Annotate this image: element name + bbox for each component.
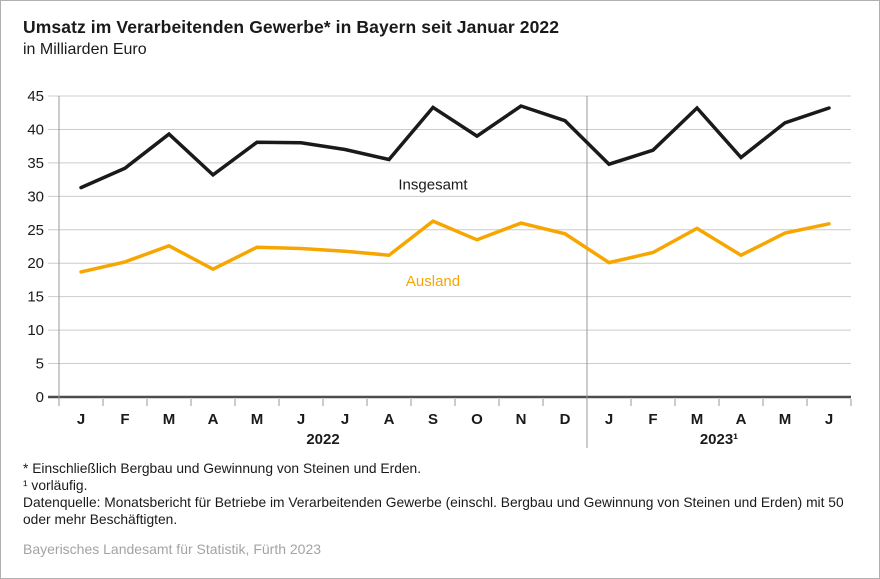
year-label: 2023¹ xyxy=(700,431,738,448)
y-tick-label: 10 xyxy=(27,322,44,339)
y-tick-label: 5 xyxy=(36,356,44,373)
x-month-label: J xyxy=(297,411,305,428)
series-label-ausland: Ausland xyxy=(406,273,460,290)
x-month-label: J xyxy=(341,411,349,428)
x-month-label: M xyxy=(779,411,792,428)
y-tick-label: 20 xyxy=(27,255,44,272)
x-month-label: M xyxy=(251,411,264,428)
y-tick-label: 35 xyxy=(27,155,44,172)
y-tick-label: 40 xyxy=(27,121,44,138)
page-subtitle: in Milliarden Euro xyxy=(23,41,147,58)
x-month-label: A xyxy=(384,411,395,428)
footnote-datasource: Datenquelle: Monatsbericht für Betriebe … xyxy=(23,495,844,527)
y-tick-label: 25 xyxy=(27,222,44,239)
x-month-label: J xyxy=(77,411,85,428)
y-tick-label: 15 xyxy=(27,289,44,306)
x-month-label: F xyxy=(648,411,657,428)
x-month-label: J xyxy=(605,411,613,428)
series-line-ausland xyxy=(79,219,831,274)
page-title: Umsatz im Verarbeitenden Gewerbe* in Bay… xyxy=(23,17,560,37)
y-tick-label: 30 xyxy=(27,188,44,205)
x-month-label: M xyxy=(163,411,176,428)
x-month-label: F xyxy=(120,411,129,428)
x-month-label: A xyxy=(208,411,219,428)
series-line-insgesamt xyxy=(79,104,831,190)
x-month-label: O xyxy=(471,411,483,428)
series-label-insgesamt: Insgesamt xyxy=(398,177,468,194)
x-month-label: A xyxy=(736,411,747,428)
x-month-label: M xyxy=(691,411,704,428)
y-tick-label: 0 xyxy=(36,389,44,406)
footnote-asterisk: * Einschließlich Bergbau und Gewinnung v… xyxy=(23,461,422,476)
x-month-label: S xyxy=(428,411,438,428)
x-month-label: D xyxy=(560,411,571,428)
y-tick-label: 45 xyxy=(27,88,44,105)
x-month-label: J xyxy=(825,411,833,428)
x-month-label: N xyxy=(516,411,527,428)
footnotes: * Einschließlich Bergbau und Gewinnung v… xyxy=(23,460,851,528)
source-credit: Bayerisches Landesamt für Statistik, Für… xyxy=(23,541,322,557)
footnote-preliminary: ¹ vorläufig. xyxy=(23,478,88,493)
year-label: 2022 xyxy=(306,431,339,448)
